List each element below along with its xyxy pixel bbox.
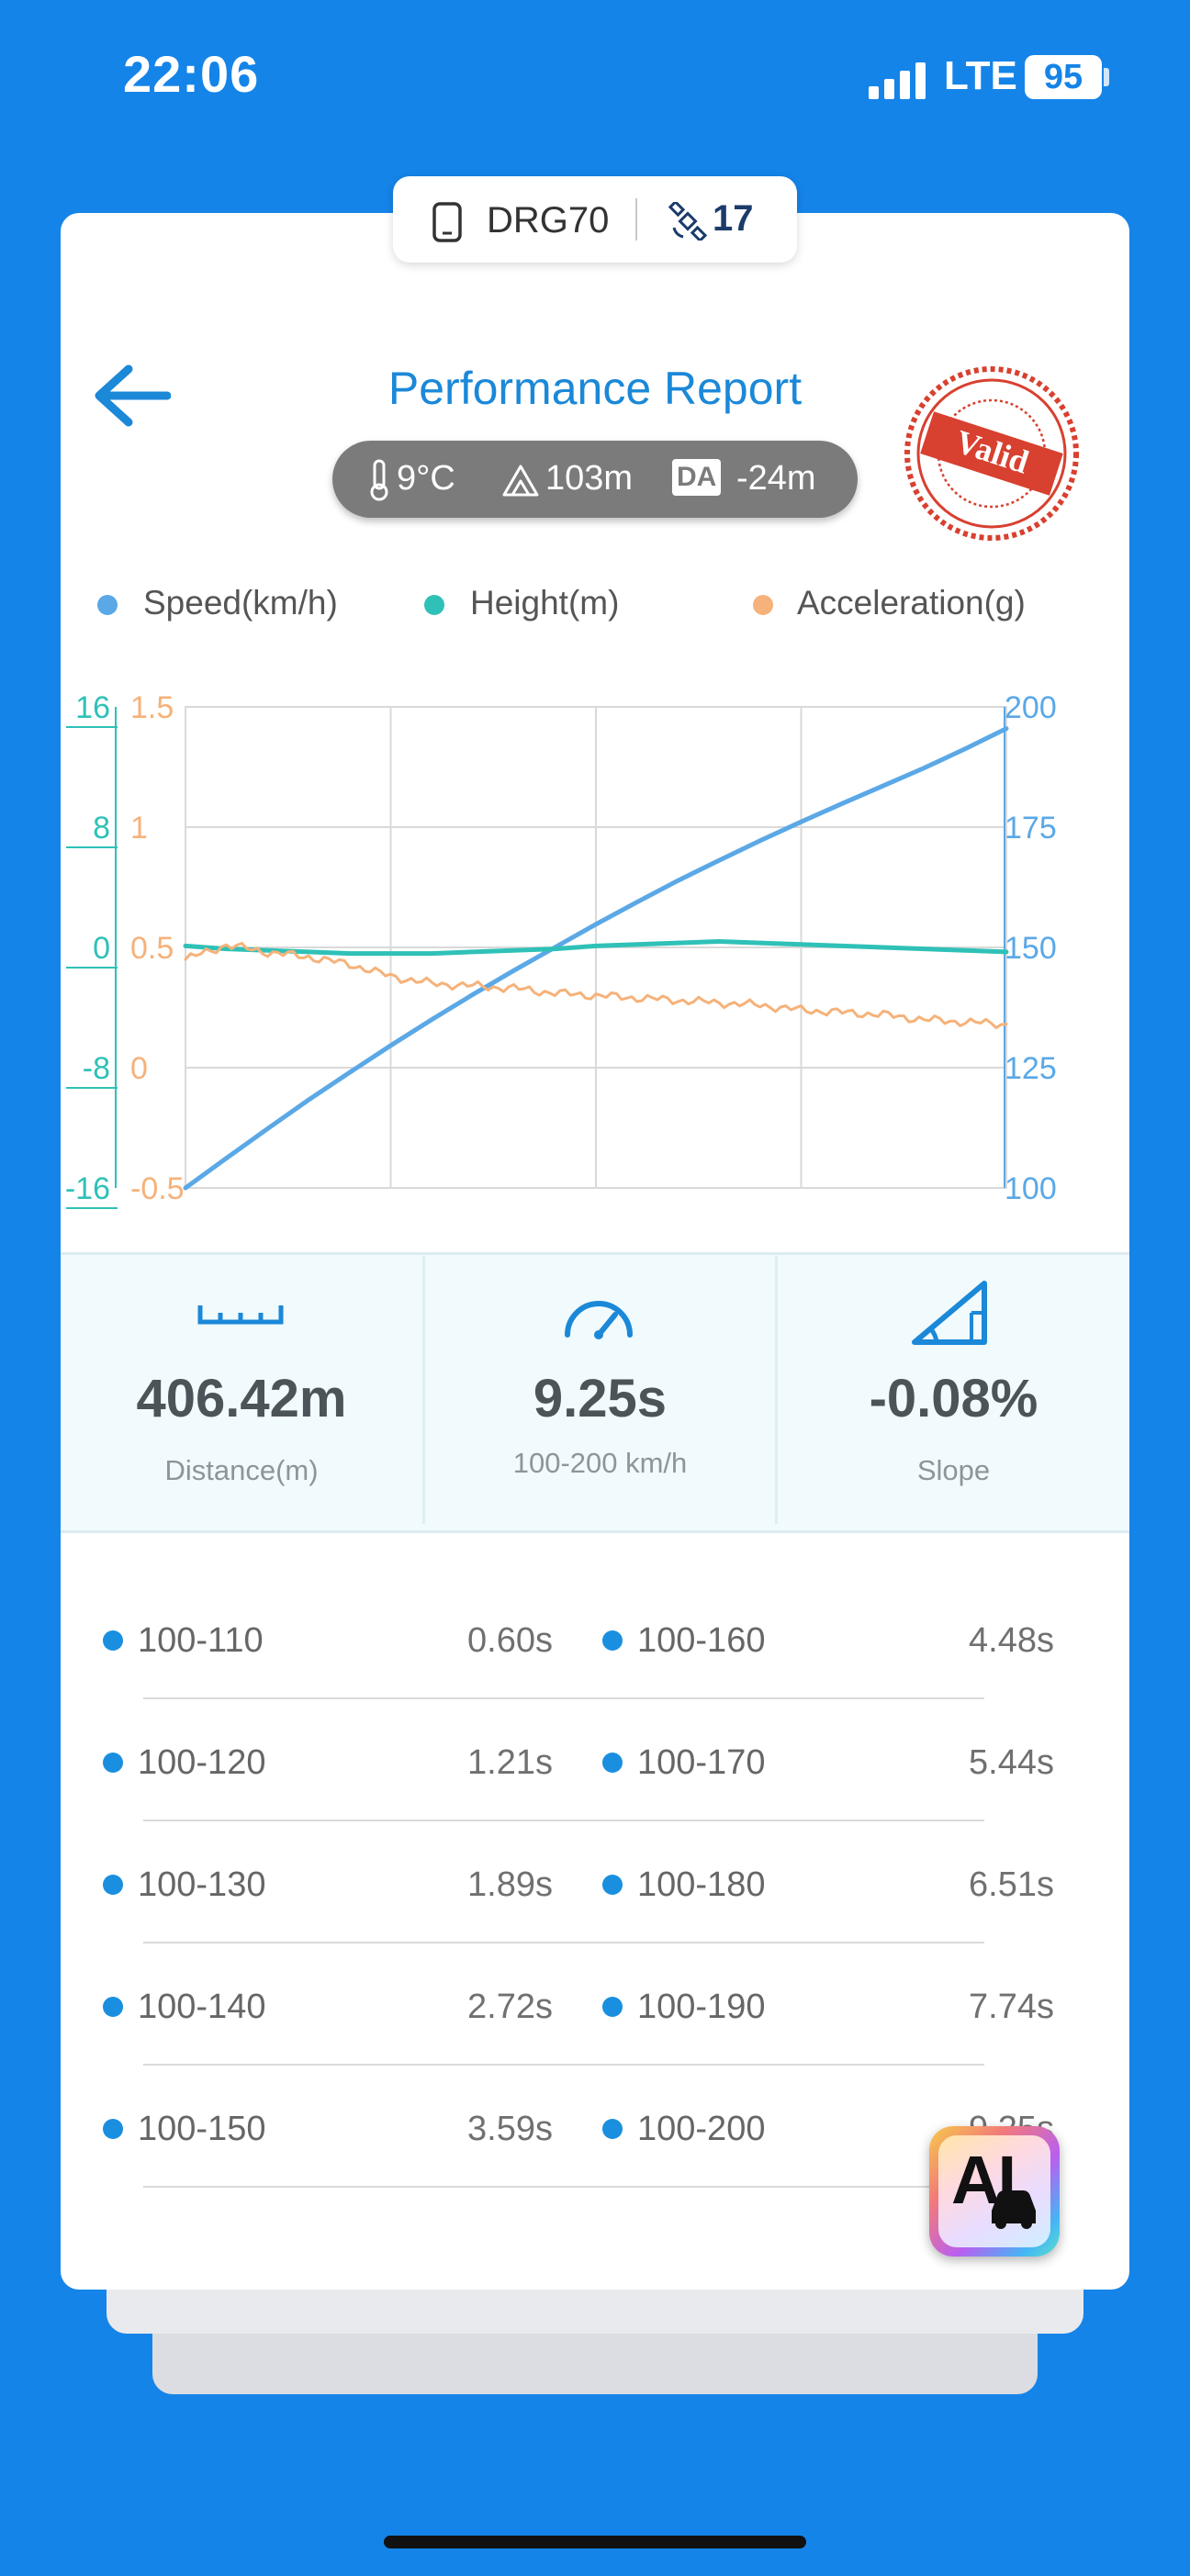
row-divider (143, 2186, 984, 2188)
device-name: DRG70 (487, 200, 610, 241)
metrics-divider (422, 1256, 425, 1524)
metrics-divider (775, 1256, 778, 1524)
slope-icon (912, 1281, 987, 1345)
legend-dot-acceleration (753, 595, 773, 615)
split-range: 100-130 (138, 1865, 266, 1904)
altitude: 103m (545, 459, 634, 498)
split-range: 100-140 (138, 1988, 266, 2026)
row-divider (143, 1820, 984, 1821)
metrics-panel (61, 1252, 1129, 1533)
da-badge: DA (672, 459, 722, 496)
height-axis-tick: 0 (93, 931, 110, 966)
distance-label: Distance(m) (164, 1454, 319, 1486)
split-range: 100-120 (138, 1743, 266, 1782)
phone-icon (432, 202, 462, 242)
accel-axis-tick: 0.5 (130, 931, 174, 966)
signal-icon (869, 61, 926, 99)
car-icon (992, 2190, 1036, 2229)
temperature: 9°C (397, 459, 455, 498)
row-divider (143, 2064, 984, 2066)
split-time: 3.59s (467, 2110, 553, 2148)
split-time: 4.48s (969, 1621, 1054, 1660)
accel-axis-tick: 1 (130, 811, 148, 846)
thermometer-icon (370, 459, 388, 501)
accel-axis-tick: 1.5 (130, 690, 174, 725)
home-indicator (384, 2536, 806, 2548)
split-dot (602, 2119, 623, 2139)
split-time: 7.74s (969, 1988, 1054, 2026)
accel-axis-tick: -0.5 (130, 1171, 185, 1206)
split-range: 100-110 (138, 1621, 264, 1660)
split-range: 100-160 (637, 1621, 766, 1660)
performance-chart: 16 8 0 -8 -16 1.5 1 0.5 0 -0.5 200 175 150 125 100 (65, 690, 1057, 1209)
series-line-accel (184, 942, 1008, 1029)
split-dot (103, 2119, 123, 2139)
split-range: 100-170 (637, 1743, 766, 1782)
battery-tip (1104, 68, 1109, 86)
split-dot (103, 1630, 123, 1651)
split-dot (602, 1997, 623, 2017)
split-time: 2.72s (467, 1988, 553, 2026)
status-time: 22:06 (123, 45, 260, 103)
report-card (61, 213, 1129, 2290)
time-value: 9.25s (533, 1369, 668, 1428)
split-time: 1.21s (467, 1743, 553, 1782)
mountain-icon (502, 465, 539, 497)
device-divider (635, 198, 637, 241)
split-range: 100-180 (637, 1865, 766, 1904)
time-label: 100-200 km/h (512, 1447, 688, 1479)
card-stack-back (152, 2332, 1038, 2394)
split-dot (602, 1630, 623, 1651)
slope-label: Slope (916, 1454, 991, 1486)
split-time: 1.89s (467, 1865, 553, 1904)
conditions-pill: 9°C 103m DA -24m (332, 441, 858, 518)
speed-axis-tick: 175 (1005, 811, 1057, 846)
valid-stamp: Valid (904, 366, 1079, 541)
speed-axis-tick: 150 (1005, 931, 1057, 966)
legend-height: Height(m) (470, 584, 620, 622)
distance-value: 406.42m (136, 1369, 347, 1428)
series-line-speed (183, 726, 1009, 1191)
legend-dot-speed (97, 595, 118, 615)
legend-acceleration: Acceleration(g) (797, 584, 1026, 622)
split-dot (103, 1875, 123, 1895)
split-range: 100-200 (637, 2110, 766, 2148)
height-axis-tick: -16 (65, 1171, 110, 1206)
height-axis-tick: -8 (83, 1051, 110, 1086)
height-axis-tick: 8 (93, 811, 110, 846)
legend-dot-height (424, 595, 444, 615)
page-title: Performance Report (387, 363, 803, 414)
speedometer-icon (565, 1301, 633, 1339)
battery-icon: 95 (1025, 55, 1102, 99)
split-dot (602, 1753, 623, 1773)
satellite-count: 17 (713, 198, 754, 239)
network-label: LTE (944, 53, 1017, 98)
split-time: 0.60s (467, 1621, 553, 1660)
legend-speed: Speed(km/h) (143, 584, 338, 622)
split-time: 5.44s (969, 1743, 1054, 1782)
split-dot (602, 1875, 623, 1895)
split-time: 6.51s (969, 1865, 1054, 1904)
split-range: 100-190 (637, 1988, 766, 2026)
ai-button-face (938, 2135, 1050, 2247)
row-divider (143, 1942, 984, 1943)
series-line-height (183, 939, 1009, 957)
speed-axis-tick: 100 (1005, 1171, 1057, 1206)
density-altitude: -24m (736, 459, 816, 498)
split-dot (103, 1997, 123, 2017)
ruler-icon (197, 1305, 284, 1325)
split-dot (103, 1753, 123, 1773)
satellite-icon (668, 202, 707, 241)
back-arrow-icon[interactable] (92, 364, 171, 428)
speed-axis-tick: 200 (1005, 690, 1057, 725)
row-divider (143, 1697, 984, 1699)
speed-axis-tick: 125 (1005, 1051, 1057, 1086)
height-axis-tick: 16 (75, 690, 110, 725)
accel-axis-tick: 0 (130, 1051, 148, 1086)
split-range: 100-150 (138, 2110, 266, 2148)
slope-value: -0.08% (869, 1369, 1038, 1428)
